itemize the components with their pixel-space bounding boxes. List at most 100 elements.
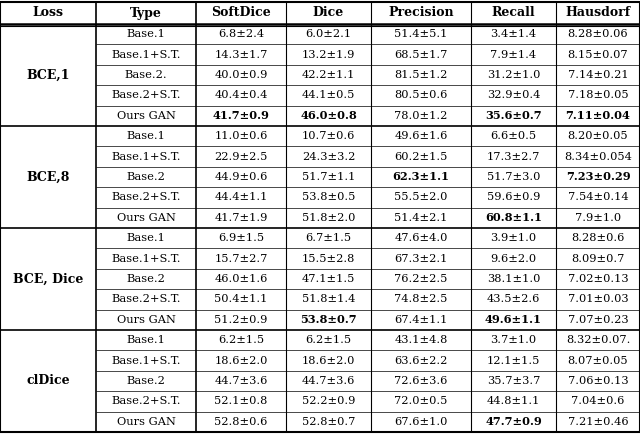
Text: 60.2±1.5: 60.2±1.5 bbox=[394, 151, 448, 161]
Text: BCE,8: BCE,8 bbox=[26, 171, 70, 184]
Text: Base.1+S.T.: Base.1+S.T. bbox=[111, 49, 180, 59]
Text: 47.6±4.0: 47.6±4.0 bbox=[394, 233, 448, 243]
Text: 8.07±0.05: 8.07±0.05 bbox=[568, 355, 628, 365]
Text: 68.5±1.7: 68.5±1.7 bbox=[394, 49, 448, 59]
Text: 32.9±0.4: 32.9±0.4 bbox=[487, 90, 540, 100]
Text: 44.8±1.1: 44.8±1.1 bbox=[487, 396, 540, 406]
Text: 51.8±1.4: 51.8±1.4 bbox=[302, 294, 355, 304]
Text: 7.9±1.4: 7.9±1.4 bbox=[490, 49, 536, 59]
Text: Base.1: Base.1 bbox=[127, 131, 165, 141]
Text: Base.2: Base.2 bbox=[127, 172, 165, 182]
Text: 72.0±0.5: 72.0±0.5 bbox=[394, 396, 448, 406]
Text: 13.2±1.9: 13.2±1.9 bbox=[302, 49, 355, 59]
Text: 8.15±0.07: 8.15±0.07 bbox=[568, 49, 628, 59]
Text: 52.8±0.7: 52.8±0.7 bbox=[302, 417, 355, 427]
Text: 51.4±2.1: 51.4±2.1 bbox=[394, 213, 448, 223]
Text: 76.2±2.5: 76.2±2.5 bbox=[394, 274, 448, 284]
Text: Base.2+S.T.: Base.2+S.T. bbox=[111, 294, 180, 304]
Text: 38.1±1.0: 38.1±1.0 bbox=[487, 274, 540, 284]
Text: 6.2±1.5: 6.2±1.5 bbox=[218, 335, 264, 345]
Text: 15.7±2.7: 15.7±2.7 bbox=[214, 253, 268, 263]
Text: 8.20±0.05: 8.20±0.05 bbox=[568, 131, 628, 141]
Text: 51.8±2.0: 51.8±2.0 bbox=[302, 213, 355, 223]
Text: 67.4±1.1: 67.4±1.1 bbox=[394, 315, 448, 325]
Text: 52.8±0.6: 52.8±0.6 bbox=[214, 417, 268, 427]
Text: 49.6±1.6: 49.6±1.6 bbox=[394, 131, 448, 141]
Text: 3.9±1.0: 3.9±1.0 bbox=[490, 233, 536, 243]
Text: Precision: Precision bbox=[388, 7, 454, 20]
Text: 12.1±1.5: 12.1±1.5 bbox=[487, 355, 540, 365]
Text: Base.1: Base.1 bbox=[127, 29, 165, 39]
Text: 6.9±1.5: 6.9±1.5 bbox=[218, 233, 264, 243]
Text: 35.7±3.7: 35.7±3.7 bbox=[487, 376, 540, 386]
Text: 53.8±0.7: 53.8±0.7 bbox=[300, 314, 357, 326]
Text: 80.5±0.6: 80.5±0.6 bbox=[394, 90, 448, 100]
Text: 6.2±1.5: 6.2±1.5 bbox=[305, 335, 351, 345]
Text: Dice: Dice bbox=[313, 7, 344, 20]
Text: 41.7±1.9: 41.7±1.9 bbox=[214, 213, 268, 223]
Text: Base.1: Base.1 bbox=[127, 233, 165, 243]
Text: clDice: clDice bbox=[26, 375, 70, 388]
Text: 14.3±1.7: 14.3±1.7 bbox=[214, 49, 268, 59]
Text: 7.02±0.13: 7.02±0.13 bbox=[568, 274, 628, 284]
Text: 46.0±0.8: 46.0±0.8 bbox=[300, 110, 357, 121]
Text: 8.28±0.6: 8.28±0.6 bbox=[572, 233, 625, 243]
Text: 6.7±1.5: 6.7±1.5 bbox=[305, 233, 351, 243]
Text: Hausdorf: Hausdorf bbox=[565, 7, 630, 20]
Text: Base.1+S.T.: Base.1+S.T. bbox=[111, 151, 180, 161]
Text: 8.09±0.7: 8.09±0.7 bbox=[572, 253, 625, 263]
Text: 6.0±2.1: 6.0±2.1 bbox=[305, 29, 351, 39]
Text: SoftDice: SoftDice bbox=[211, 7, 271, 20]
Text: 8.28±0.06: 8.28±0.06 bbox=[568, 29, 628, 39]
Text: 7.04±0.6: 7.04±0.6 bbox=[572, 396, 625, 406]
Text: 51.7±1.1: 51.7±1.1 bbox=[302, 172, 355, 182]
Text: 18.6±2.0: 18.6±2.0 bbox=[214, 355, 268, 365]
Text: 7.23±0.29: 7.23±0.29 bbox=[566, 171, 630, 183]
Text: 62.3±1.1: 62.3±1.1 bbox=[392, 171, 449, 183]
Text: 7.54±0.14: 7.54±0.14 bbox=[568, 192, 628, 202]
Text: 63.6±2.2: 63.6±2.2 bbox=[394, 355, 448, 365]
Text: Base.1+S.T.: Base.1+S.T. bbox=[111, 253, 180, 263]
Text: 11.0±0.6: 11.0±0.6 bbox=[214, 131, 268, 141]
Text: Base.2.: Base.2. bbox=[125, 70, 167, 80]
Text: Recall: Recall bbox=[492, 7, 535, 20]
Text: 44.7±3.6: 44.7±3.6 bbox=[302, 376, 355, 386]
Text: 67.3±2.1: 67.3±2.1 bbox=[394, 253, 448, 263]
Text: 53.8±0.5: 53.8±0.5 bbox=[302, 192, 355, 202]
Text: 81.5±1.2: 81.5±1.2 bbox=[394, 70, 448, 80]
Text: Base.2: Base.2 bbox=[127, 274, 165, 284]
Text: BCE,1: BCE,1 bbox=[26, 69, 70, 82]
Text: BCE, Dice: BCE, Dice bbox=[13, 273, 83, 286]
Text: Base.2: Base.2 bbox=[127, 376, 165, 386]
Text: 7.9±1.0: 7.9±1.0 bbox=[575, 213, 621, 223]
Text: 7.11±0.04: 7.11±0.04 bbox=[566, 110, 630, 121]
Text: 41.7±0.9: 41.7±0.9 bbox=[212, 110, 269, 121]
Text: Base.1: Base.1 bbox=[127, 335, 165, 345]
Text: 40.4±0.4: 40.4±0.4 bbox=[214, 90, 268, 100]
Text: 8.32±0.07.: 8.32±0.07. bbox=[566, 335, 630, 345]
Text: Base.2+S.T.: Base.2+S.T. bbox=[111, 192, 180, 202]
Text: 42.2±1.1: 42.2±1.1 bbox=[302, 70, 355, 80]
Text: 59.6±0.9: 59.6±0.9 bbox=[487, 192, 540, 202]
Text: 50.4±1.1: 50.4±1.1 bbox=[214, 294, 268, 304]
Text: 7.07±0.23: 7.07±0.23 bbox=[568, 315, 628, 325]
Text: Base.2+S.T.: Base.2+S.T. bbox=[111, 396, 180, 406]
Text: 7.01±0.03: 7.01±0.03 bbox=[568, 294, 628, 304]
Text: 24.3±3.2: 24.3±3.2 bbox=[302, 151, 355, 161]
Text: 78.0±1.2: 78.0±1.2 bbox=[394, 111, 448, 121]
Text: 22.9±2.5: 22.9±2.5 bbox=[214, 151, 268, 161]
Text: 43.5±2.6: 43.5±2.6 bbox=[487, 294, 540, 304]
Text: 7.06±0.13: 7.06±0.13 bbox=[568, 376, 628, 386]
Text: 18.6±2.0: 18.6±2.0 bbox=[302, 355, 355, 365]
Text: 8.34±0.054: 8.34±0.054 bbox=[564, 151, 632, 161]
Text: 52.1±0.8: 52.1±0.8 bbox=[214, 396, 268, 406]
Text: 43.1±4.8: 43.1±4.8 bbox=[394, 335, 448, 345]
Text: 74.8±2.5: 74.8±2.5 bbox=[394, 294, 448, 304]
Text: Type: Type bbox=[130, 7, 162, 20]
Text: 7.14±0.21: 7.14±0.21 bbox=[568, 70, 628, 80]
Text: 9.6±2.0: 9.6±2.0 bbox=[490, 253, 536, 263]
Text: 3.4±1.4: 3.4±1.4 bbox=[490, 29, 536, 39]
Text: 51.4±5.1: 51.4±5.1 bbox=[394, 29, 448, 39]
Text: 55.5±2.0: 55.5±2.0 bbox=[394, 192, 448, 202]
Text: 67.6±1.0: 67.6±1.0 bbox=[394, 417, 448, 427]
